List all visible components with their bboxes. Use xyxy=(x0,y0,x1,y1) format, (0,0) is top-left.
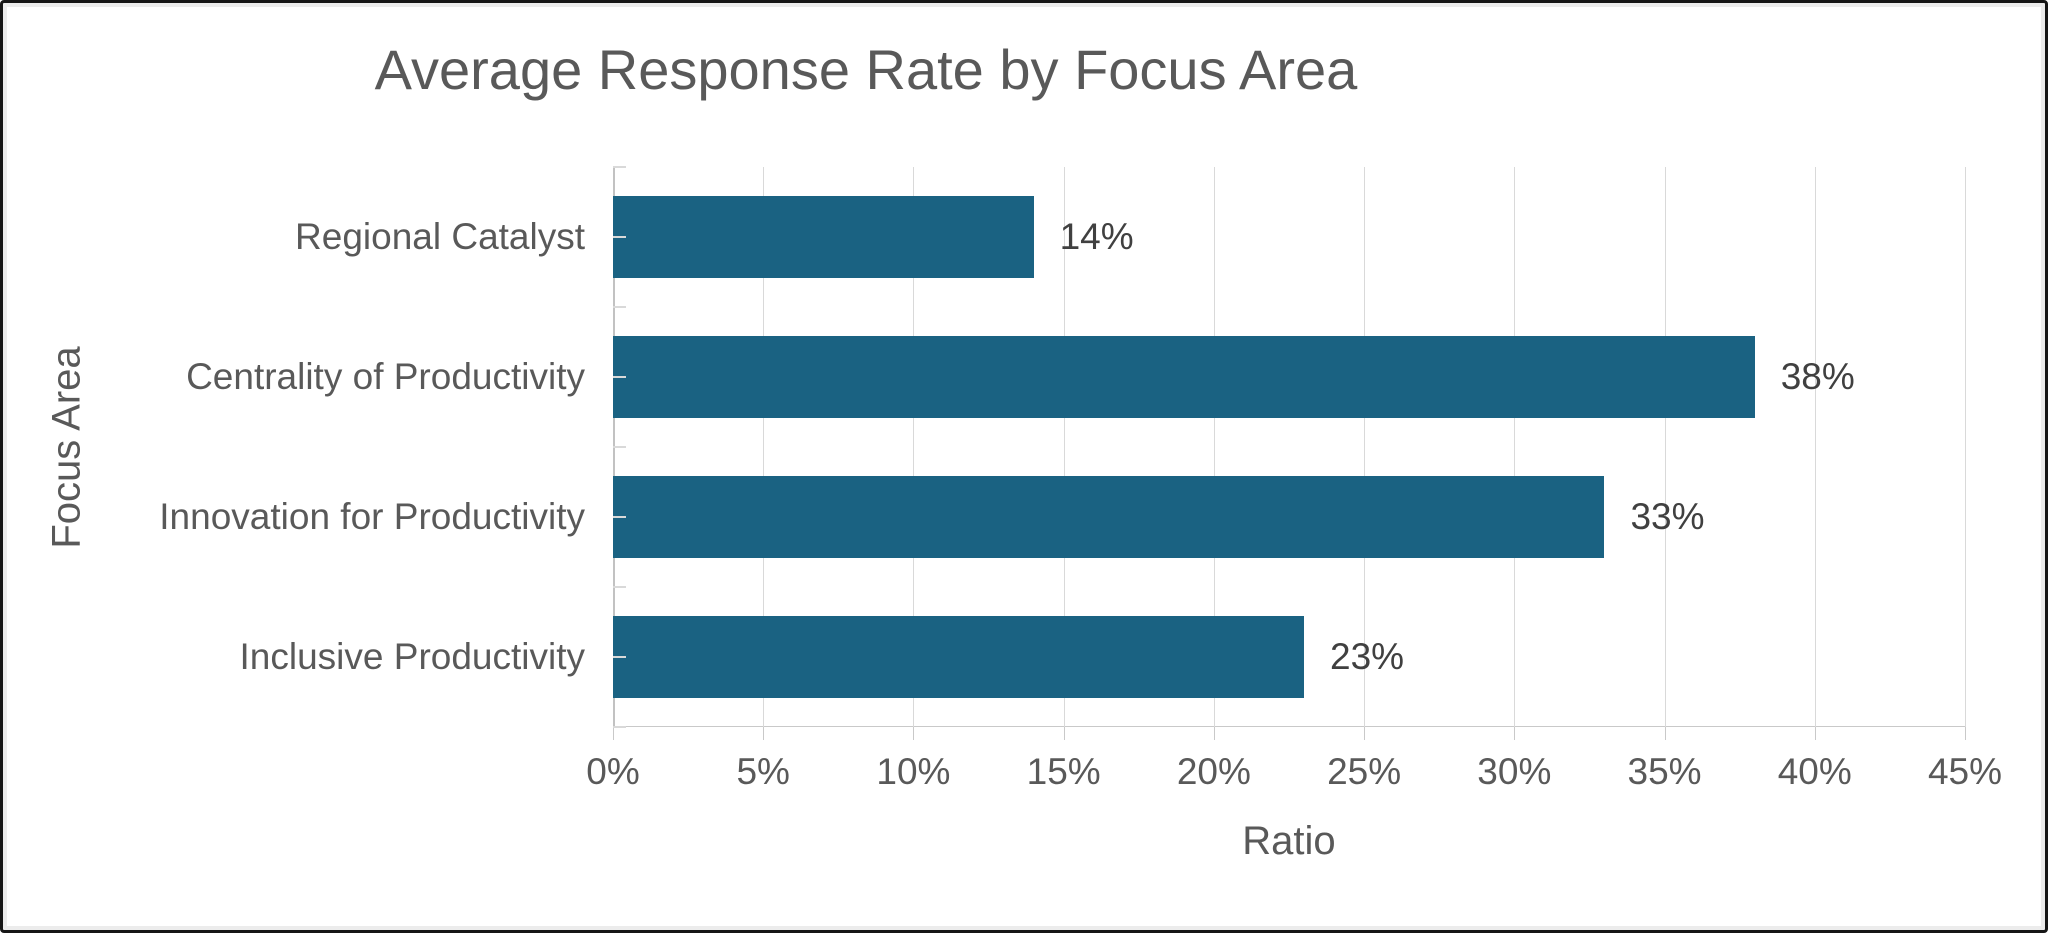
x-tick-label: 35% xyxy=(1627,751,1702,792)
bar-value-label: 14% xyxy=(1059,216,1134,257)
category-axis-tick xyxy=(613,586,626,588)
category-axis-tick xyxy=(613,236,626,238)
gridline xyxy=(1965,167,1966,727)
x-tick-label: 15% xyxy=(1026,751,1101,792)
category-axis-tick xyxy=(613,656,626,658)
x-axis-tick xyxy=(1364,727,1366,740)
x-axis-line xyxy=(613,726,1965,727)
bar-row: 14% xyxy=(613,167,1965,307)
x-tick-label: 25% xyxy=(1327,751,1402,792)
gridline xyxy=(1514,167,1516,727)
x-tick-label: 5% xyxy=(736,751,790,792)
x-axis-tick xyxy=(613,727,614,740)
gridline xyxy=(1364,167,1366,727)
category-axis-tick xyxy=(613,376,626,378)
category-label: Inclusive Productivity xyxy=(239,636,585,677)
gridline xyxy=(1213,167,1215,727)
bar-row: 23% xyxy=(613,587,1965,727)
x-tick-label: 40% xyxy=(1777,751,1852,792)
x-axis-tick xyxy=(1514,727,1516,740)
bar-value-label: 33% xyxy=(1630,496,1705,537)
category-axis-tick xyxy=(613,446,626,448)
category-label: Innovation for Productivity xyxy=(159,496,585,537)
x-axis-title: Ratio xyxy=(1242,819,1336,863)
category-label: Regional Catalyst xyxy=(295,216,585,257)
bar-value-label: 23% xyxy=(1330,636,1405,677)
gridline xyxy=(763,167,765,727)
x-tick-label: 10% xyxy=(876,751,951,792)
category-label: Centrality of Productivity xyxy=(186,356,585,397)
x-axis-tick xyxy=(1063,727,1065,740)
bar xyxy=(613,196,1034,278)
gridline xyxy=(1664,167,1666,727)
gridline xyxy=(1063,167,1065,727)
x-tick-label: 45% xyxy=(1927,751,2003,792)
x-tick-label: 20% xyxy=(1176,751,1251,792)
category-axis-tick xyxy=(613,726,626,728)
x-axis-tick xyxy=(913,727,915,740)
x-axis-tick-labels: 0% 5% 10% 15% 20% 25% 30% 35% 40% 45% xyxy=(586,751,2002,795)
bar-value-label: 38% xyxy=(1780,356,1855,397)
category-axis-labels: Regional Catalyst Centrality of Productiv… xyxy=(11,167,585,727)
bar xyxy=(613,616,1305,698)
category-axis-tick xyxy=(613,306,626,308)
x-axis-tick xyxy=(1965,727,1966,740)
bar xyxy=(613,476,1605,558)
x-tick-label: 30% xyxy=(1477,751,1552,792)
x-axis-tick xyxy=(1213,727,1215,740)
category-axis-tick xyxy=(613,516,626,518)
x-axis-tick xyxy=(763,727,765,740)
x-axis-tick xyxy=(1814,727,1816,740)
bar xyxy=(613,336,1755,418)
chart-title: Average Response Rate by Focus Area xyxy=(374,38,1358,101)
bar-row: 38% xyxy=(613,307,1965,447)
category-axis-tick xyxy=(613,166,626,168)
gridline xyxy=(1814,167,1816,727)
x-axis-tick xyxy=(1664,727,1666,740)
x-tick-label: 0% xyxy=(586,751,640,792)
bar-row: 33% xyxy=(613,447,1965,587)
gridline xyxy=(913,167,915,727)
plot-area: 14% 38% 33% 23% xyxy=(613,166,1966,740)
